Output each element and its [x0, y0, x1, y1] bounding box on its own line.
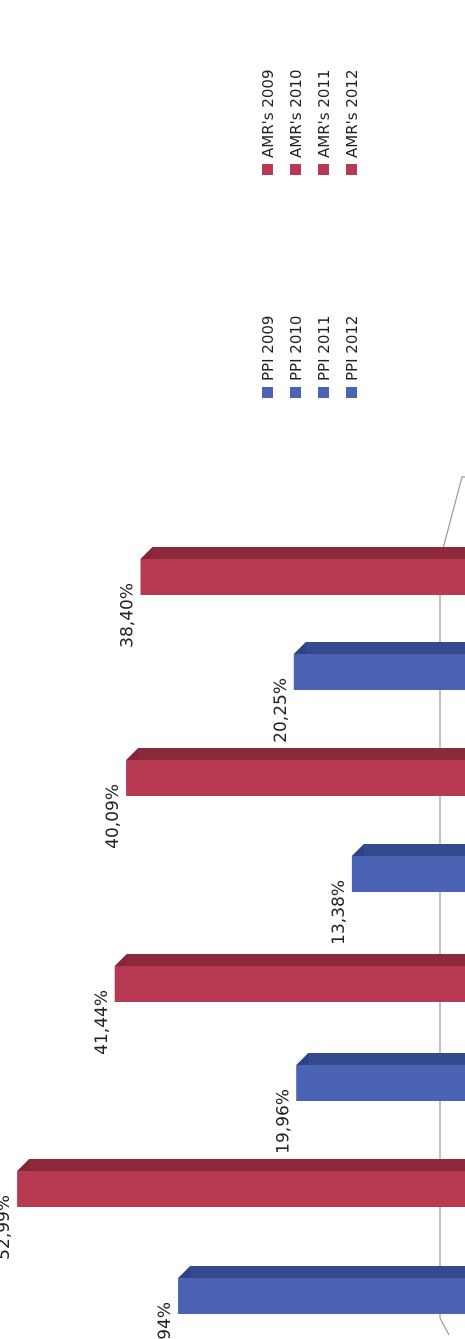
bar-amr-2009: [17, 1159, 465, 1207]
legend-item-ppi-3-swatch: [318, 387, 329, 398]
legend-item-ppi-2-swatch: [290, 387, 301, 398]
legend-item-amr-4-text: AMR's 2012: [343, 69, 361, 158]
legend-item-ppi-4: PPI 2012: [343, 316, 361, 398]
legend-item-amr-2-swatch: [290, 164, 301, 175]
legend-item-ppi-3: PPI 2011: [315, 316, 333, 398]
legend-item-ppi-4-text: PPI 2012: [343, 316, 361, 381]
data-label-ppi-2009: 33,94%: [155, 1302, 175, 1339]
legend-item-ppi-4-swatch: [346, 387, 357, 398]
legend-item-amr-2: AMR's 2010: [287, 69, 305, 175]
data-label-amr-2012: 38,40%: [118, 583, 138, 648]
bar-amr-2012: [140, 547, 465, 595]
legend-item-amr-4-swatch: [346, 164, 357, 175]
legend-item-amr-1-text: AMR's 2009: [259, 69, 277, 158]
bar-ppi-2010: [296, 1053, 465, 1101]
chart-data-labels: 33,94% 19,96% 13,38% 20,25% 52,99% 41,44% 40,0…: [0, 583, 349, 1339]
legend-item-amr-3-swatch: [318, 164, 329, 175]
legend-item-amr-1: AMR's 2009: [259, 69, 277, 175]
legend-item-ppi-1: PPI 2009: [259, 316, 277, 398]
legend-item-amr-3-text: AMR's 2011: [315, 69, 333, 158]
chart-legend: PPI 2009 PPI 2010 PPI 2011 PPI 2012 AMR's 20…: [259, 69, 361, 398]
bar-amr-2011: [126, 748, 465, 796]
data-label-amr-2010: 41,44%: [92, 990, 112, 1055]
bar-ppi-2012: [293, 642, 465, 690]
legend-item-amr-3: AMR's 2011: [315, 69, 333, 175]
legend-item-ppi-2-text: PPI 2010: [287, 316, 305, 381]
legend-item-amr-4: AMR's 2012: [343, 69, 361, 175]
data-label-amr-2009: 52,99%: [0, 1195, 14, 1260]
data-label-amr-2011: 40,09%: [103, 784, 123, 849]
legend-item-amr-2-text: AMR's 2010: [287, 69, 305, 158]
bar-ppi-2009: [178, 1266, 465, 1314]
legend-item-amr-1-swatch: [262, 164, 273, 175]
data-label-ppi-2011: 13,38%: [329, 880, 349, 945]
chart-bars: [17, 547, 465, 1314]
legend-item-ppi-2: PPI 2010: [287, 316, 305, 398]
bar-amr-2010: [114, 954, 465, 1002]
legend-item-ppi-1-swatch: [262, 387, 273, 398]
data-label-ppi-2012: 20,25%: [271, 678, 291, 743]
bar-ppi-2011: [351, 844, 465, 892]
data-label-ppi-2010: 19,96%: [273, 1089, 293, 1154]
legend-item-ppi-1-text: PPI 2009: [259, 316, 277, 381]
legend-item-ppi-3-text: PPI 2011: [315, 316, 333, 381]
